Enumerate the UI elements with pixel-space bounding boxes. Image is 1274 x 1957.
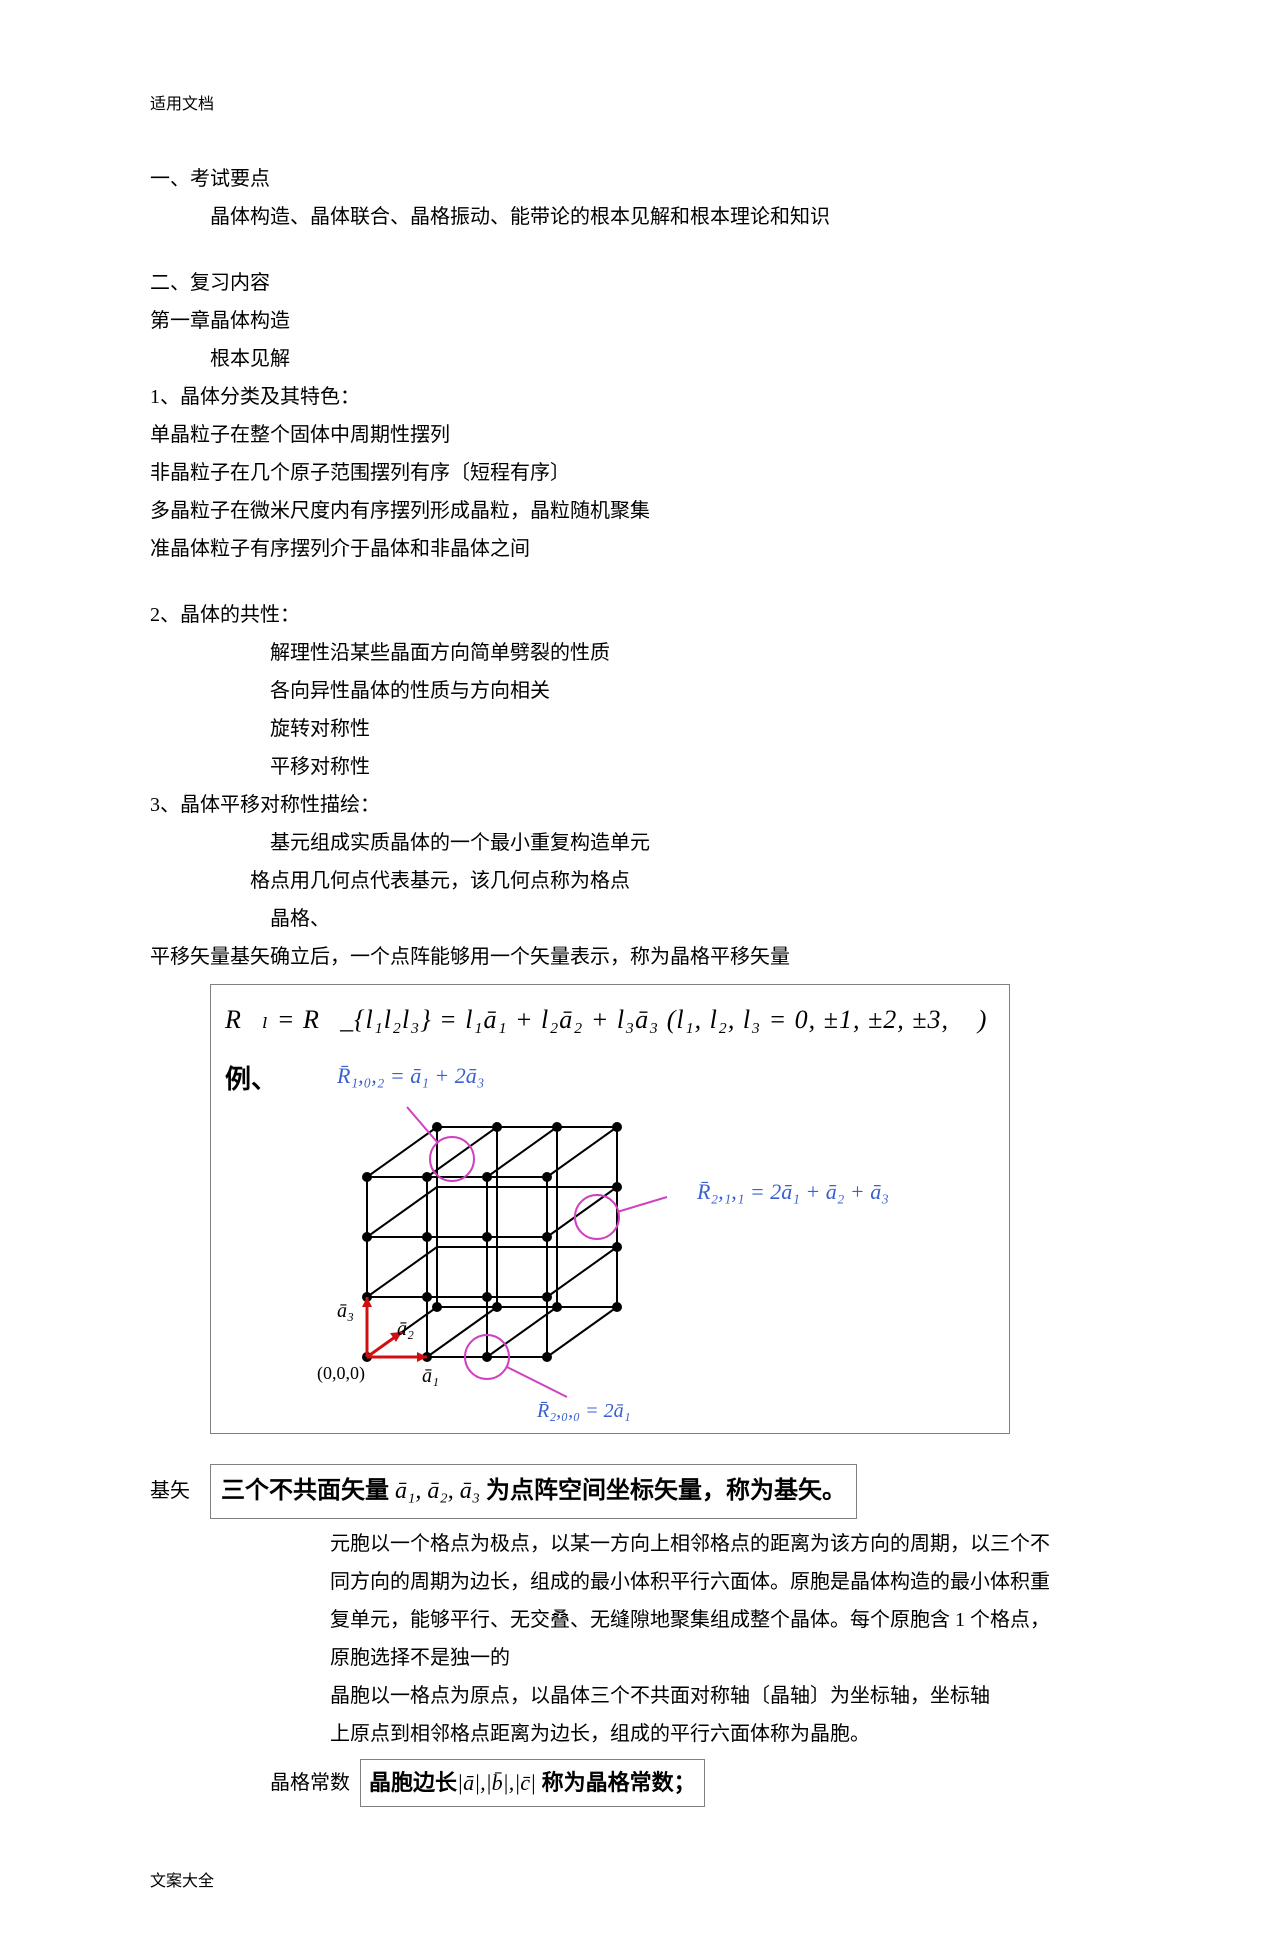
text-line: 格点用几何点代表基元，该几何点称为格点 (150, 862, 1124, 900)
text-line: 单晶粒子在整个固体中周期性摆列 (150, 416, 1124, 454)
sub-formula-2: R̄₂,₁,₁ = 2ā₁ + ā₂ + ā₃ (697, 1171, 889, 1213)
text-line: 旋转对称性 (150, 710, 1124, 748)
svg-text:ā₃: ā₃ (337, 1300, 354, 1322)
section-1-body: 晶体构造、晶体联合、晶格振动、能带论的根本见解和根本理论和知识 (150, 198, 1124, 236)
text-line: 准晶体粒子有序摆列介于晶体和非晶体之间 (150, 530, 1124, 568)
basis-label: 基矢 (150, 1472, 190, 1510)
subsection-1-title: 1、晶体分类及其特色： (150, 378, 1124, 416)
lattice-diagram: ā₃ ā₂ ā₁ (0,0,0) R̄₂,₀,₀ = 2ā₁ (307, 1097, 727, 1427)
svg-text:ā₁: ā₁ (422, 1365, 439, 1387)
text-line: 复单元，能够平行、无交叠、无缝隙地聚集组成整个晶体。每个原胞含 1 个格点， (150, 1601, 1124, 1639)
lc-text-prefix: 晶胞边长 (369, 1770, 457, 1795)
chapter-1-title: 第一章晶体构造 (150, 302, 1124, 340)
text-line: 上原点到相邻格点距离为边长，组成的平行六面体称为晶胞。 (150, 1715, 1124, 1753)
page-footer: 文案大全 (150, 1867, 1124, 1897)
page-header: 适用文档 (150, 90, 1124, 120)
subsection-3-title: 3、晶体平移对称性描绘： (150, 786, 1124, 824)
lattice-const-box: 晶胞边长|ā|,|b̄|,|c̄| 称为晶格常数； (360, 1759, 705, 1807)
text-line: 平移矢量基矢确立后，一个点阵能够用一个矢量表示，称为晶格平移矢量 (150, 938, 1124, 976)
text-line: 基元组成实质晶体的一个最小重复构造单元 (150, 824, 1124, 862)
basis-vectors: ā₁, ā₂, ā₃ (395, 1478, 480, 1504)
chapter-1-sub: 根本见解 (150, 340, 1124, 378)
sub-formula-1: R̄₁,₀,₂ = ā₁ + 2ā₃ (337, 1055, 995, 1097)
example-label: 例、 (225, 1055, 277, 1104)
text-line: 晶格、 (150, 900, 1124, 938)
svg-text:(0,0,0): (0,0,0) (317, 1363, 365, 1384)
svg-text:ā₂: ā₂ (397, 1318, 414, 1340)
text-line: 解理性沿某些晶面方向简单劈裂的性质 (150, 634, 1124, 672)
text-line: 晶胞以一格点为原点，以晶体三个不共面对称轴〔晶轴〕为坐标轴，坐标轴 (150, 1677, 1124, 1715)
text-line: 多晶粒子在微米尺度内有序摆列形成晶粒，晶粒随机聚集 (150, 492, 1124, 530)
text-line: 元胞以一个格点为极点，以某一方向上相邻格点的距离为该方向的周期，以三个不 (150, 1525, 1124, 1563)
section-2-heading: 二、复习内容 (150, 264, 1124, 302)
text-line: 非晶粒子在几个原子范围摆列有序〔短程有序〕 (150, 454, 1124, 492)
basis-text-prefix: 三个不共面矢量 (221, 1478, 395, 1504)
text-line: 各向异性晶体的性质与方向相关 (150, 672, 1124, 710)
lc-vectors: |ā|,|b̄|,|c̄| (457, 1770, 536, 1795)
svg-text:R̄₂,₀,₀ = 2ā₁: R̄₂,₀,₀ = 2ā₁ (536, 1400, 631, 1422)
basis-definition-box: 三个不共面矢量 ā₁, ā₂, ā₃ 为点阵空间坐标矢量，称为基矢。 (210, 1464, 857, 1520)
text-line: 平移对称性 (150, 748, 1124, 786)
section-1-heading: 一、考试要点 (150, 160, 1124, 198)
text-line: 原胞选择不是独一的 (150, 1639, 1124, 1677)
subsection-2-title: 2、晶体的共性： (150, 596, 1124, 634)
main-formula: R⃗ₗ = R⃗_{l₁l₂l₃} = l₁ā₁ + l₂ā₂ + l₃ā₃ (… (225, 995, 995, 1044)
lattice-const-label: 晶格常数 (150, 1764, 350, 1802)
basis-text-suffix: 为点阵空间坐标矢量，称为基矢。 (480, 1478, 846, 1504)
lc-text-suffix: 称为晶格常数； (536, 1770, 696, 1795)
lattice-figure: R⃗ₗ = R⃗_{l₁l₂l₃} = l₁ā₁ + l₂ā₂ + l₃ā₃ (… (210, 984, 1010, 1433)
text-line: 同方向的周期为边长，组成的最小体积平行六面体。原胞是晶体构造的最小体积重 (150, 1563, 1124, 1601)
document-page: 适用文档 一、考试要点 晶体构造、晶体联合、晶格振动、能带论的根本见解和根本理论… (0, 0, 1274, 1957)
